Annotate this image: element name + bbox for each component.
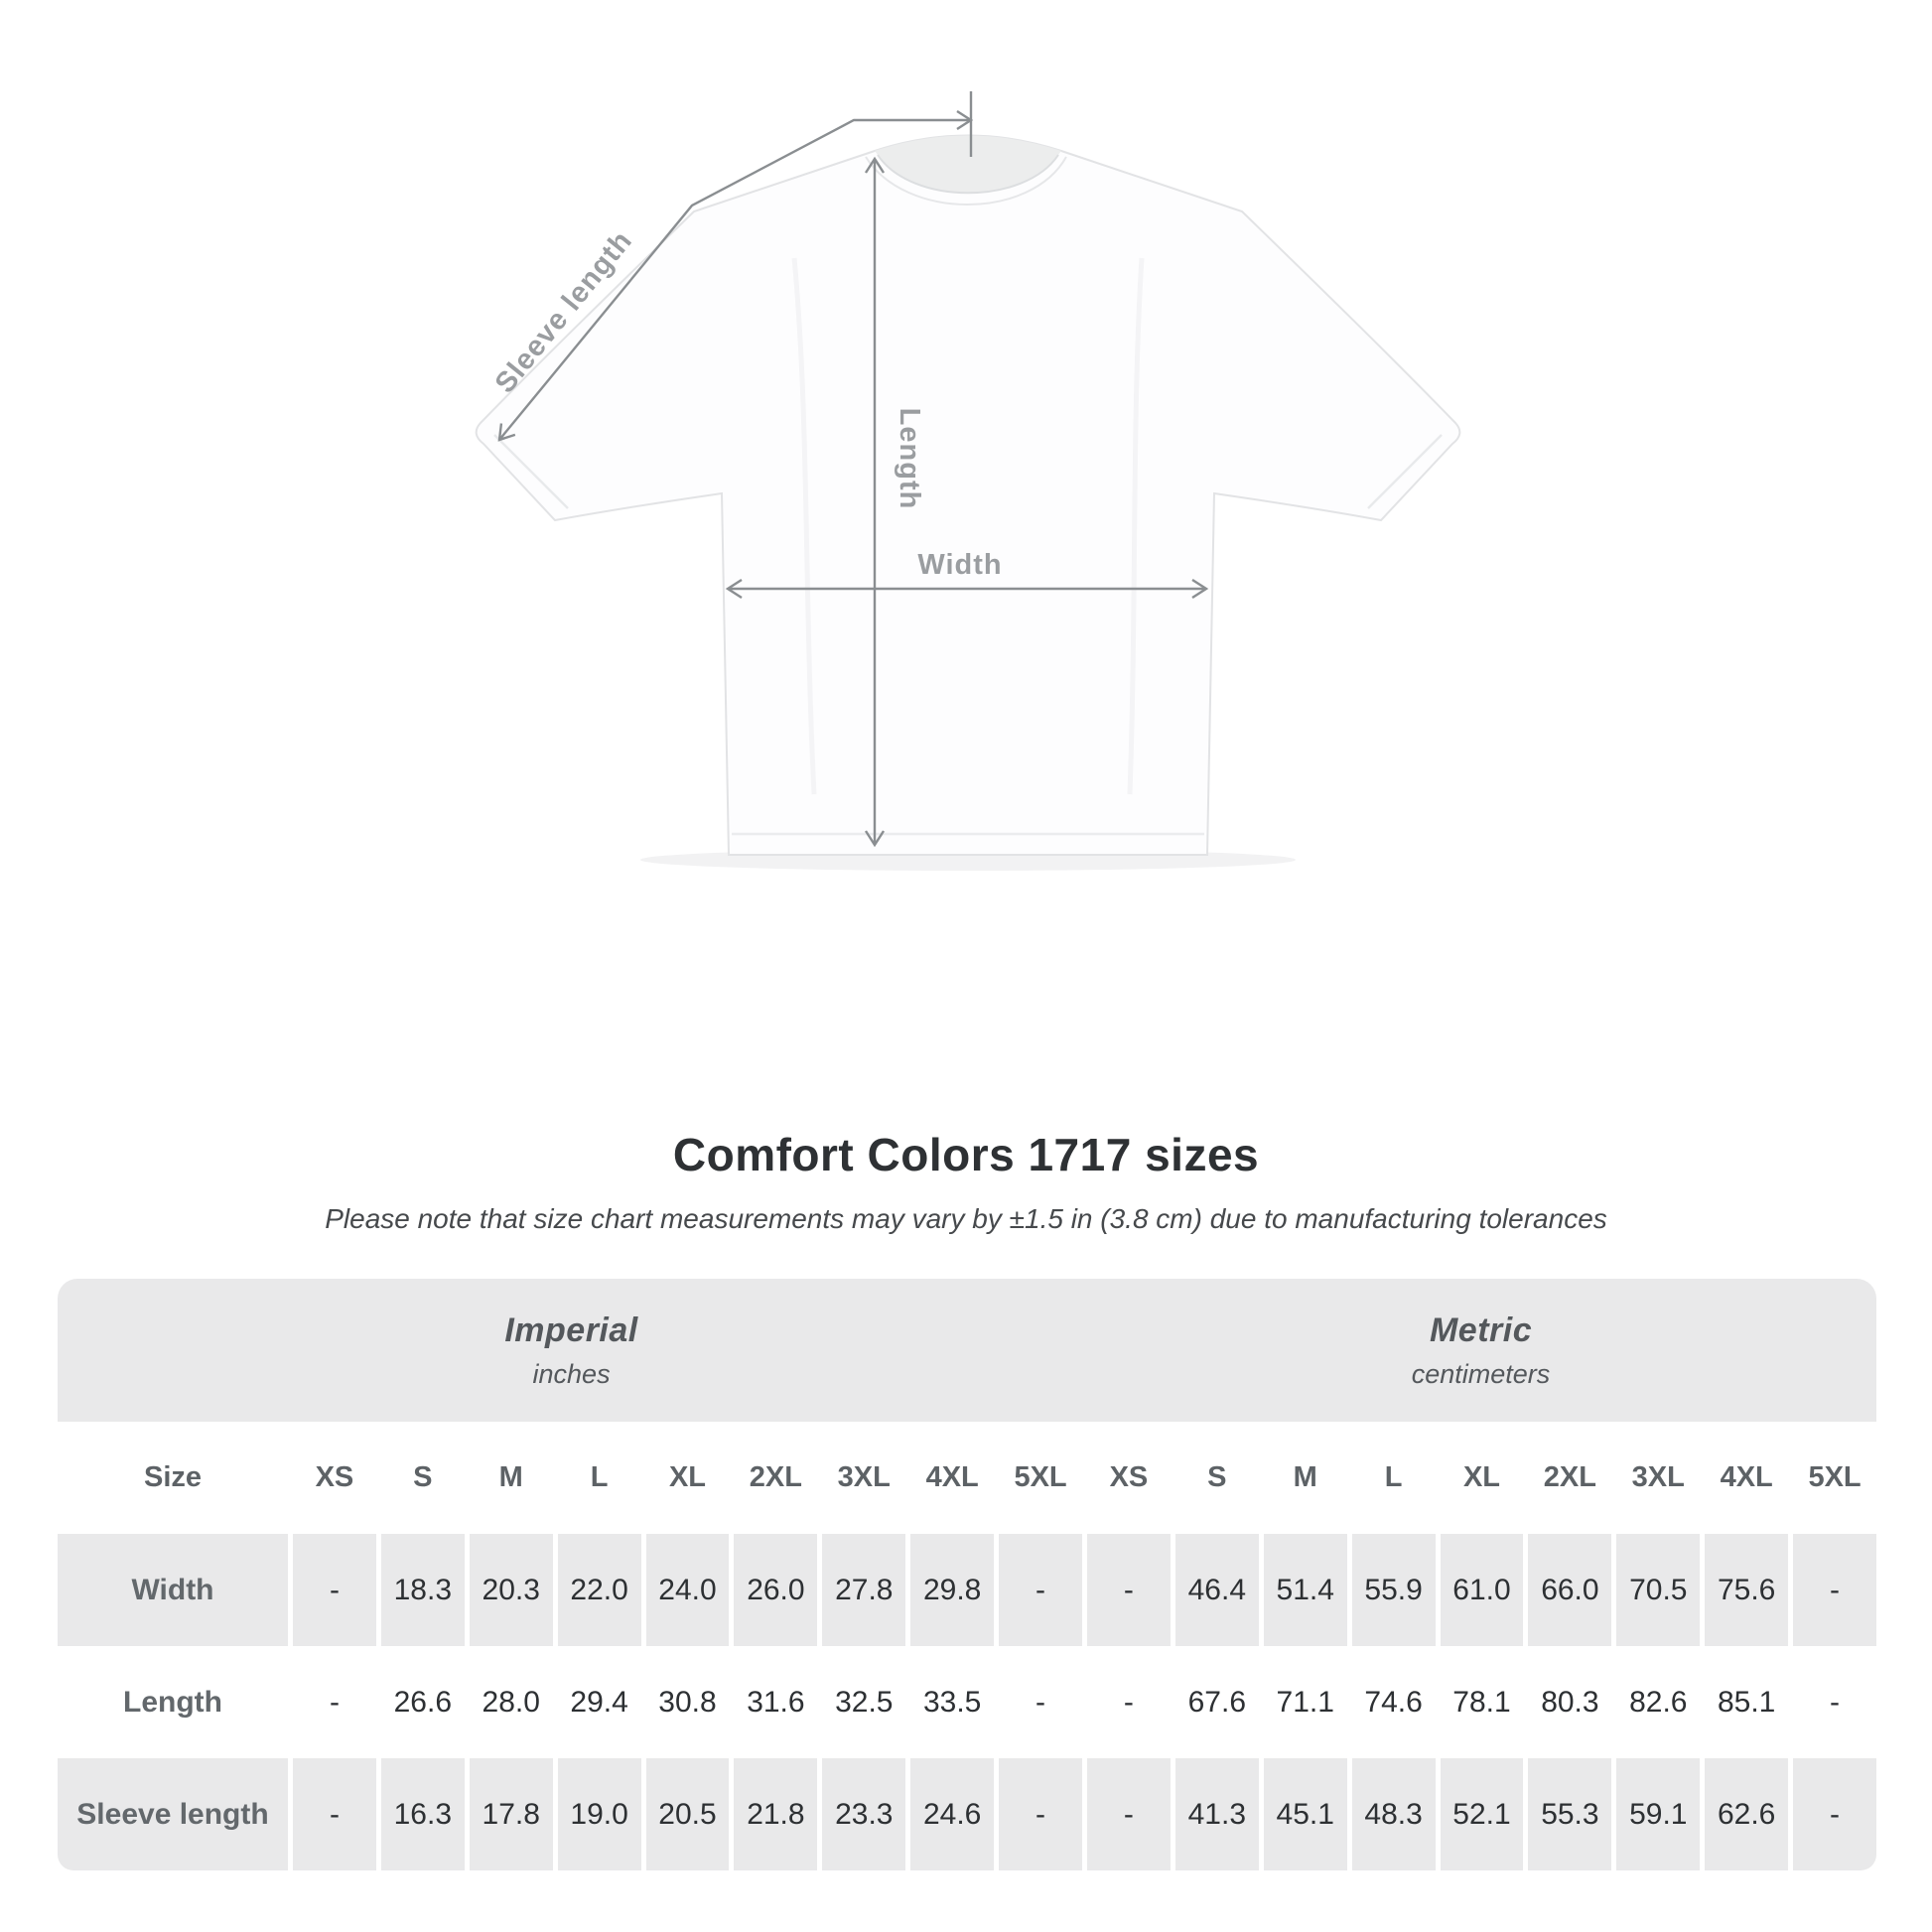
size-header-metric-4xl: 4XL <box>1720 1461 1773 1493</box>
table-cell: - <box>1793 1758 1876 1870</box>
tshirt-measurement-diagram: Sleeve length Length Width <box>475 91 1461 871</box>
row-header-width: Width <box>58 1534 288 1646</box>
table-cell: 20.3 <box>469 1534 553 1646</box>
sleeve-length-measure-line <box>497 109 974 442</box>
size-grid: Size XS S M L XL 2XL 3XL 4XL 5XL XS S M … <box>58 1422 1876 1870</box>
table-cell: - <box>1793 1534 1876 1646</box>
table-cell: 41.3 <box>1174 1758 1259 1870</box>
size-header-metric-xl: XL <box>1462 1461 1501 1493</box>
row-header-sleeve-length: Sleeve length <box>58 1758 288 1870</box>
table-cell: 33.5 <box>922 1685 982 1719</box>
table-cell: 21.8 <box>734 1758 818 1870</box>
metric-group-header: Metric centimeters <box>1085 1279 1876 1422</box>
table-cell: - <box>1035 1685 1046 1719</box>
table-cell: 45.1 <box>1263 1758 1347 1870</box>
imperial-group-header: Imperial inches <box>58 1279 1085 1422</box>
table-cell: - <box>293 1534 376 1646</box>
size-header-metric-3xl: 3XL <box>1631 1461 1685 1493</box>
table-cell: 22.0 <box>557 1534 641 1646</box>
table-cell: 52.1 <box>1440 1758 1524 1870</box>
size-column-header: Size <box>143 1461 203 1493</box>
table-cell: 85.1 <box>1717 1685 1776 1719</box>
table-cell: 59.1 <box>1616 1758 1701 1870</box>
table-cell: 19.0 <box>557 1758 641 1870</box>
table-cell: 18.3 <box>380 1534 465 1646</box>
table-cell: 75.6 <box>1705 1534 1789 1646</box>
size-header-imperial-l: L <box>590 1461 609 1493</box>
metric-label: Metric <box>1429 1311 1533 1349</box>
table-cell: 32.5 <box>835 1685 894 1719</box>
table-cell: 61.0 <box>1440 1534 1524 1646</box>
table-cell: - <box>293 1758 376 1870</box>
size-header-imperial-4xl: 4XL <box>925 1461 979 1493</box>
table-cell: 71.1 <box>1276 1685 1334 1719</box>
size-header-metric-s: S <box>1207 1461 1227 1493</box>
size-header-imperial-xl: XL <box>668 1461 707 1493</box>
table-cell: 31.6 <box>747 1685 805 1719</box>
table-cell: 17.8 <box>469 1758 553 1870</box>
table-cell: 29.4 <box>570 1685 628 1719</box>
table-cell: 78.1 <box>1452 1685 1511 1719</box>
table-cell: 62.6 <box>1705 1758 1789 1870</box>
table-cell: 67.6 <box>1187 1685 1247 1719</box>
table-cell: - <box>1830 1685 1841 1719</box>
table-cell: 66.0 <box>1528 1534 1612 1646</box>
table-cell: 30.8 <box>658 1685 717 1719</box>
imperial-unit: inches <box>532 1358 611 1389</box>
unit-header-panel: Imperial inches Metric centimeters <box>58 1279 1876 1422</box>
imperial-label: Imperial <box>504 1311 638 1349</box>
table-cell: - <box>1086 1534 1171 1646</box>
length-label: Length <box>894 408 925 510</box>
table-cell: 23.3 <box>822 1758 906 1870</box>
table-cell: 24.0 <box>645 1534 730 1646</box>
table-cell: 70.5 <box>1616 1534 1701 1646</box>
size-table: Imperial inches Metric centimeters Size … <box>58 1279 1876 1870</box>
size-header-imperial-m: M <box>498 1461 523 1493</box>
table-cell: 55.3 <box>1528 1758 1612 1870</box>
table-cell: 55.9 <box>1351 1534 1436 1646</box>
left-sleeve-hem-seam <box>493 434 569 509</box>
table-cell: 16.3 <box>380 1758 465 1870</box>
table-cell: - <box>1086 1758 1171 1870</box>
table-cell: 28.0 <box>482 1685 540 1719</box>
table-cell: - <box>329 1685 340 1719</box>
table-cell: 82.6 <box>1629 1685 1688 1719</box>
table-cell: 26.6 <box>393 1685 453 1719</box>
table-cell: 80.3 <box>1541 1685 1599 1719</box>
table-cell: - <box>999 1534 1082 1646</box>
row-header-length: Length <box>123 1685 222 1719</box>
metric-unit: centimeters <box>1411 1358 1551 1389</box>
right-sleeve-hem-seam <box>1367 434 1443 509</box>
page-title: Comfort Colors 1717 sizes <box>672 1129 1260 1180</box>
table-cell: 74.6 <box>1364 1685 1423 1719</box>
size-header-imperial-5xl: 5XL <box>1014 1461 1067 1493</box>
fabric-fold-right <box>1127 257 1145 795</box>
table-cell: 48.3 <box>1351 1758 1436 1870</box>
size-header-imperial-s: S <box>413 1461 433 1493</box>
size-header-metric-xs: XS <box>1109 1461 1149 1493</box>
table-cell: 29.8 <box>910 1534 995 1646</box>
table-cell: 26.0 <box>734 1534 818 1646</box>
width-label: Width <box>917 549 1002 581</box>
table-cell: 27.8 <box>822 1534 906 1646</box>
table-cell: 24.6 <box>910 1758 995 1870</box>
table-cell: 20.5 <box>645 1758 730 1870</box>
size-header-imperial-xs: XS <box>315 1461 354 1493</box>
table-cell: 46.4 <box>1174 1534 1259 1646</box>
table-cell: 51.4 <box>1263 1534 1347 1646</box>
table-cell: - <box>1123 1685 1134 1719</box>
size-header-metric-5xl: 5XL <box>1808 1461 1862 1493</box>
size-header-imperial-2xl: 2XL <box>749 1461 802 1493</box>
table-cell: - <box>999 1758 1082 1870</box>
size-header-imperial-3xl: 3XL <box>837 1461 891 1493</box>
size-header-metric-2xl: 2XL <box>1543 1461 1596 1493</box>
size-header-metric-l: L <box>1384 1461 1403 1493</box>
size-header-metric-m: M <box>1293 1461 1317 1493</box>
tolerance-note: Please note that size chart measurements… <box>325 1203 1607 1234</box>
